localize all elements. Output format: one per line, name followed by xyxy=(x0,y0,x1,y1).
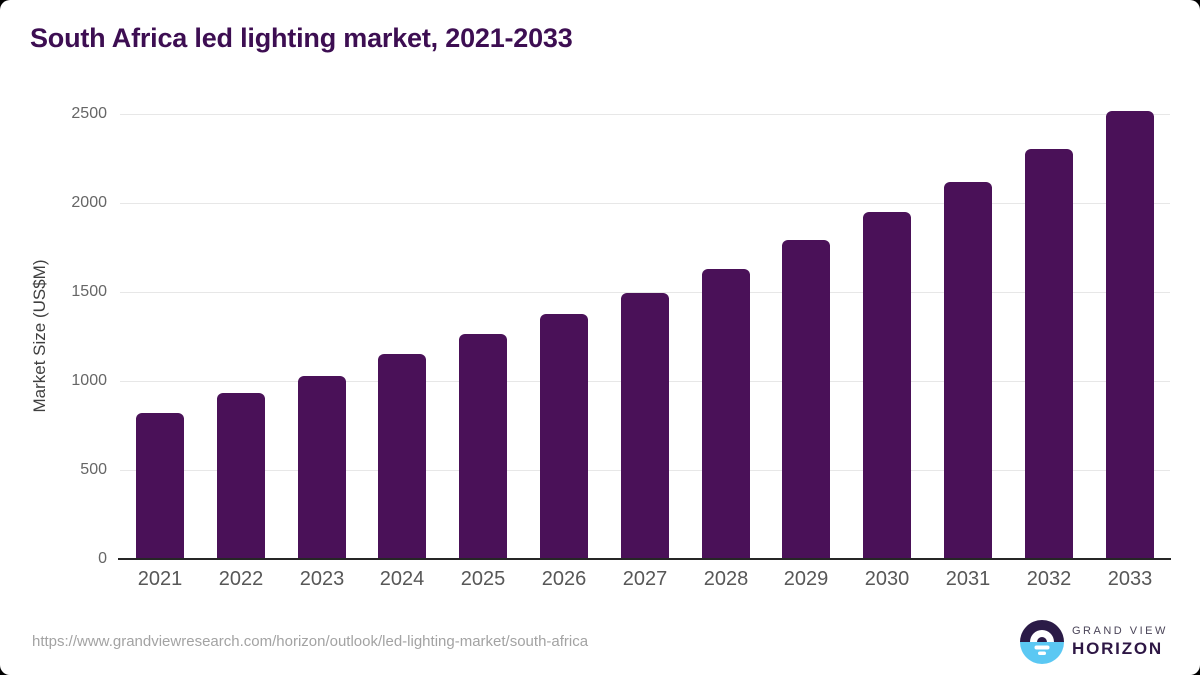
bar-2030[interactable] xyxy=(863,212,911,559)
x-tick-label: 2028 xyxy=(703,568,749,590)
bar-2024[interactable] xyxy=(378,354,426,559)
y-tick-label: 0 xyxy=(98,550,107,567)
page-title: South Africa led lighting market, 2021-2… xyxy=(30,23,573,53)
x-tick-label: 2030 xyxy=(864,568,910,590)
y-tick-label: 2000 xyxy=(71,194,107,211)
bar-2029[interactable] xyxy=(782,240,830,559)
brand-name-top: GRAND VIEW xyxy=(1072,625,1168,637)
gridline-2000 xyxy=(120,203,1170,204)
x-tick-label: 2023 xyxy=(299,568,345,590)
bar-2028[interactable] xyxy=(702,269,750,559)
brand-logo: GRAND VIEW HORIZON xyxy=(1020,620,1168,664)
x-axis-line xyxy=(118,558,1171,560)
bar-2022[interactable] xyxy=(217,393,265,559)
x-tick-label: 2033 xyxy=(1107,568,1153,590)
y-tick-label: 1000 xyxy=(71,372,107,389)
bar-2021[interactable] xyxy=(136,413,184,559)
horizon-logo-icon xyxy=(1020,620,1064,664)
x-tick-label: 2027 xyxy=(622,568,668,590)
bar-2031[interactable] xyxy=(944,182,992,559)
x-tick-label: 2025 xyxy=(460,568,506,590)
bar-2025[interactable] xyxy=(459,334,507,559)
y-tick-label: 2500 xyxy=(71,105,107,122)
x-tick-label: 2026 xyxy=(541,568,587,590)
bar-2032[interactable] xyxy=(1025,149,1073,559)
y-tick-label: 1500 xyxy=(71,283,107,300)
y-tick-label: 500 xyxy=(80,461,107,478)
gridline-1500 xyxy=(120,292,1170,293)
x-tick-label: 2029 xyxy=(783,568,829,590)
bar-2026[interactable] xyxy=(540,314,588,559)
x-tick-label: 2031 xyxy=(945,568,991,590)
bar-2027[interactable] xyxy=(621,293,669,559)
brand-name-bottom: HORIZON xyxy=(1072,639,1163,658)
x-tick-label: 2032 xyxy=(1026,568,1072,590)
bar-2023[interactable] xyxy=(298,376,346,559)
x-tick-label: 2024 xyxy=(379,568,425,590)
source-url: https://www.grandviewresearch.com/horizo… xyxy=(32,633,589,650)
bar-2033[interactable] xyxy=(1106,111,1154,559)
x-tick-label: 2022 xyxy=(218,568,264,590)
x-tick-label: 2021 xyxy=(137,568,183,590)
brand-text: GRAND VIEW HORIZON xyxy=(1072,625,1168,659)
gridline-2500 xyxy=(120,114,1170,115)
